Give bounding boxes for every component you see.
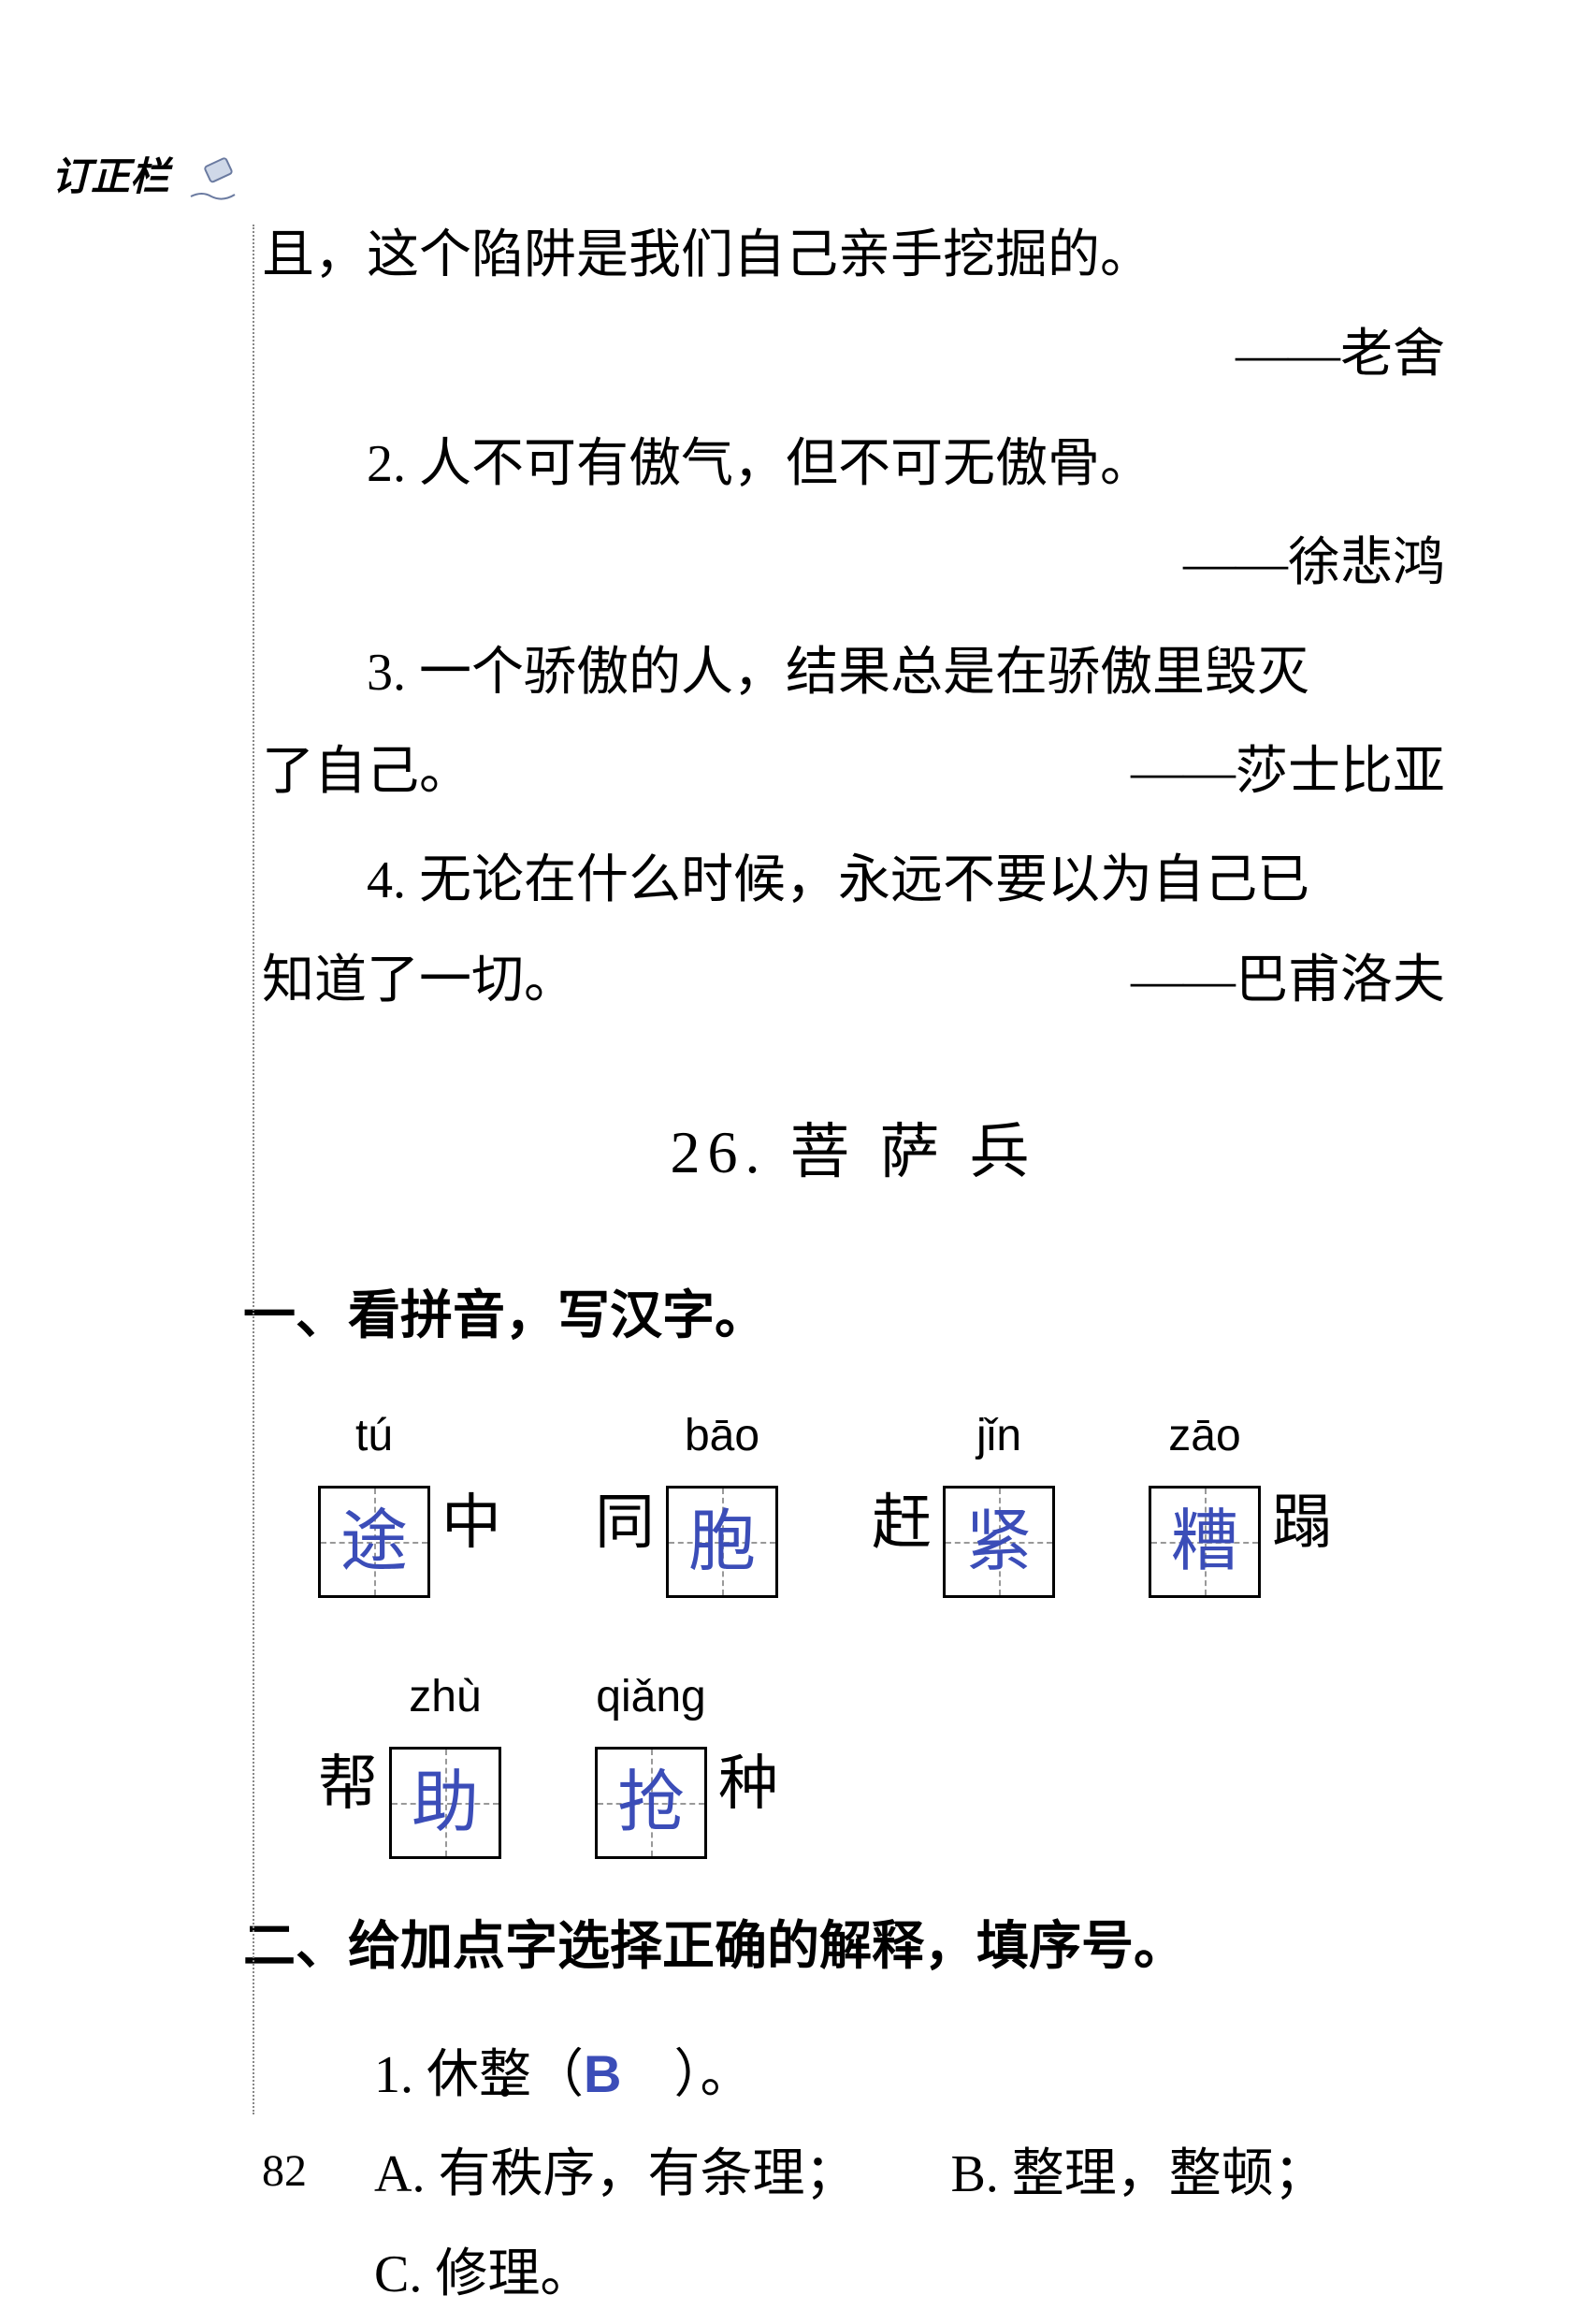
- char-box-wrap: jǐn 紧: [943, 1393, 1055, 1598]
- sidebar-correction-label: 订正栏: [51, 145, 239, 204]
- pinyin-item-1: 同 bāo 胞: [595, 1393, 778, 1598]
- section-1-heading: 一、看拼音，写汉字。: [243, 1266, 1445, 1365]
- q1-num: 1.: [374, 2046, 427, 2104]
- pinyin-item-3: zāo 糟 蹋: [1149, 1393, 1332, 1598]
- fixed-char: 蹋: [1272, 1466, 1332, 1599]
- quote-1-continuation: 且，这个陷阱是我们自己亲手挖掘的。: [262, 206, 1445, 305]
- pencil-icon: [183, 157, 239, 204]
- answer-char: 途: [340, 1478, 408, 1606]
- quote-3: 3. 一个骄傲的人，结果总是在骄傲里毁灭 了自己。 ——莎士比亚: [262, 623, 1445, 822]
- char-box: 糟: [1149, 1486, 1261, 1598]
- answer-char: 糟: [1171, 1478, 1238, 1606]
- pinyin-label: qiǎng: [596, 1654, 705, 1739]
- char-box: 助: [389, 1747, 501, 1859]
- answer-char: 助: [412, 1739, 479, 1867]
- pinyin-item-0: tú 途 中: [318, 1393, 501, 1598]
- fixed-char: 同: [595, 1466, 655, 1599]
- question-1-options: A. 有秩序，有条理； B. 整理，整顿； C. 修理。: [262, 2125, 1445, 2324]
- q1-paren-open: （: [531, 2046, 584, 2104]
- opt-c: C. 修理。: [374, 2245, 592, 2303]
- pinyin-item-5: qiǎng 抢 种: [595, 1654, 778, 1859]
- quote-4-continuation: 知道了一切。: [262, 931, 576, 1030]
- pinyin-item-4: 帮 zhù 助: [318, 1654, 501, 1859]
- pinyin-grid: tú 途 中 同 bāo 胞 赶: [262, 1393, 1445, 1859]
- quote-1: 且，这个陷阱是我们自己亲手挖掘的。 ——老舍: [262, 206, 1445, 405]
- quote-4-line2: 知道了一切。 ——巴甫洛夫: [262, 931, 1445, 1030]
- char-box: 途: [318, 1486, 430, 1598]
- quote-3-line2: 了自己。 ——莎士比亚: [262, 722, 1445, 821]
- pinyin-label: bāo: [685, 1393, 759, 1478]
- pinyin-label: tú: [355, 1393, 393, 1478]
- pinyin-label: zāo: [1168, 1393, 1240, 1478]
- quote-2-author: ——徐悲鸿: [262, 514, 1445, 613]
- char-box-wrap: zhù 助: [389, 1654, 501, 1859]
- q1-paren-close: ）。: [621, 2046, 752, 2104]
- pinyin-item-2: 赶 jǐn 紧: [872, 1393, 1055, 1598]
- quote-2: 2. 人不可有傲气，但不可无傲骨。 ——徐悲鸿: [262, 414, 1445, 614]
- quote-4: 4. 无论在什么时候，永远不要以为自己已 知道了一切。 ——巴甫洛夫: [262, 831, 1445, 1030]
- opt-a: A. 有秩序，有条理；: [374, 2145, 857, 2203]
- quote-3-text: 3. 一个骄傲的人，结果总是在骄傲里毁灭: [262, 623, 1445, 722]
- vertical-dotted-divider: [253, 225, 254, 2114]
- opt-b: B. 整理，整顿；: [950, 2145, 1325, 2203]
- page-number: 82: [262, 2145, 307, 2197]
- q1-word-b-emphasis: 整: [479, 2046, 531, 2104]
- char-box-wrap: bāo 胞: [666, 1393, 778, 1598]
- quote-4-author: ——巴甫洛夫: [1131, 931, 1445, 1030]
- pinyin-label: jǐn: [976, 1393, 1021, 1478]
- answer-char: 胞: [688, 1478, 756, 1606]
- quote-4-text: 4. 无论在什么时候，永远不要以为自己已: [262, 831, 1445, 930]
- sidebar-label-text: 订正栏: [51, 156, 169, 199]
- char-box: 胞: [666, 1486, 778, 1598]
- char-box-wrap: qiǎng 抢: [595, 1654, 707, 1859]
- answer-char: 紧: [965, 1478, 1033, 1606]
- char-box: 紧: [943, 1486, 1055, 1598]
- char-box-wrap: zāo 糟: [1149, 1393, 1261, 1598]
- question-1: 1. 休整（B ）。: [262, 2025, 1445, 2125]
- q1-word-a: 休: [427, 2046, 479, 2104]
- fixed-char: 中: [441, 1466, 501, 1599]
- quote-1-author: ——老舍: [262, 305, 1445, 404]
- page: 订正栏 且，这个陷阱是我们自己亲手挖掘的。 ——老舍 2. 人不可有傲气，但不可…: [0, 0, 1576, 2300]
- answer-char: 抢: [617, 1739, 685, 1867]
- section-2-heading: 二、给加点字选择正确的解释，填序号。: [243, 1896, 1445, 1996]
- quote-2-text: 2. 人不可有傲气，但不可无傲骨。: [262, 414, 1445, 514]
- q1-answer: B: [584, 2044, 621, 2103]
- quote-3-author: ——莎士比亚: [1131, 722, 1445, 821]
- fixed-char: 赶: [872, 1466, 932, 1599]
- pinyin-label: zhù: [409, 1654, 481, 1739]
- fixed-char: 帮: [318, 1727, 378, 1860]
- char-box: 抢: [595, 1747, 707, 1859]
- char-box-wrap: tú 途: [318, 1393, 430, 1598]
- quote-3-continuation: 了自己。: [262, 722, 471, 821]
- main-content: 且，这个陷阱是我们自己亲手挖掘的。 ——老舍 2. 人不可有傲气，但不可无傲骨。…: [262, 112, 1445, 2324]
- lesson-title: 26. 菩 萨 兵: [262, 1096, 1445, 1210]
- fixed-char: 种: [718, 1727, 778, 1860]
